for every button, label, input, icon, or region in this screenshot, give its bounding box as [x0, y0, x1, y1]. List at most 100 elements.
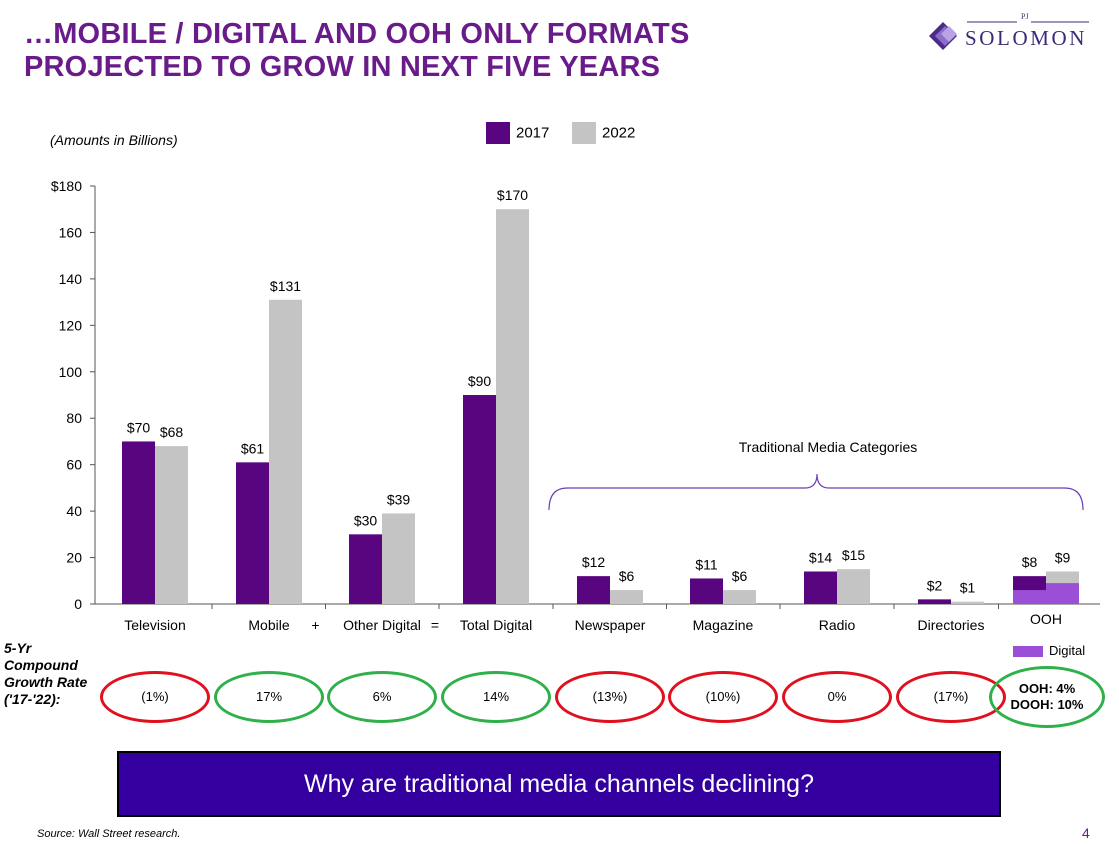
cagr-oval: 0% [782, 671, 892, 723]
logo-pj-text: PJ [1021, 12, 1029, 21]
title-line-1: …MOBILE / DIGITAL AND OOH ONLY FORMATS [24, 18, 690, 50]
cagr-label: 5-Yr Compound Growth Rate ('17-'22): [4, 640, 87, 708]
cagr-value: (17%) [933, 689, 969, 704]
data-label-2017: $61 [241, 440, 265, 456]
question-banner: Why are traditional media channels decli… [117, 751, 1001, 817]
traditional-media-bracket [548, 473, 1084, 511]
data-label-2017: $12 [582, 554, 606, 570]
cagr-value: 6% [372, 689, 392, 704]
category-label: Directories [918, 617, 985, 633]
bar-2017-magazine [690, 578, 723, 604]
bar-2022-other-digital [382, 513, 415, 604]
cagr-value: (1%) [141, 689, 169, 704]
y-tick-label: 40 [66, 503, 82, 519]
category-operator: + [311, 617, 319, 633]
y-tick-label: 160 [59, 224, 83, 240]
bar-2017-television [122, 441, 155, 604]
category-label: Other Digital [343, 617, 421, 633]
category-operator: = [431, 617, 439, 633]
cagr-label-line: Growth Rate [4, 674, 88, 690]
bar-2017-mobile [236, 462, 269, 604]
data-label-2022: $1 [960, 580, 976, 596]
data-label-2017: $8 [1022, 554, 1038, 570]
bar-2022-radio [837, 569, 870, 604]
logo-wordmark: SOLOMON [965, 26, 1088, 50]
category-label: Total Digital [460, 617, 532, 633]
bar-chart: 0 20 40 60 80 100 120 140 160 $180 $70 $68 Televisio… [51, 178, 1100, 633]
data-label-2017: $90 [468, 373, 492, 389]
bar-2017-newspaper [577, 576, 610, 604]
cagr-ooh-line2: DOOH: 10% [1010, 697, 1084, 712]
data-label-2022: $131 [270, 278, 301, 294]
digital-legend: Digital [1013, 643, 1085, 658]
title-line-2: PROJECTED TO GROW IN NEXT FIVE YEARS [24, 51, 661, 83]
legend-label-2017: 2017 [516, 124, 550, 142]
data-label-2022: $9 [1055, 549, 1071, 565]
category-label: Newspaper [575, 617, 646, 633]
cagr-value: (10%) [705, 689, 741, 704]
bar-2017-directories [918, 599, 951, 604]
legend-swatch-2017 [486, 122, 510, 144]
bar-2022-directories [951, 601, 984, 604]
bar-2022-newspaper [610, 590, 643, 604]
data-label-2017: $14 [809, 549, 833, 565]
legend-item-2022: 2022 [572, 122, 635, 144]
data-label-2022: $6 [732, 568, 748, 584]
cagr-oval: (1%) [100, 671, 210, 723]
y-tick-label: $180 [51, 178, 82, 194]
y-tick-label: 80 [66, 410, 82, 426]
y-tick-label: 0 [74, 596, 82, 612]
cagr-oval: (10%) [668, 671, 778, 723]
data-label-2022: $39 [387, 491, 411, 507]
bar-2017-other-digital [349, 534, 382, 604]
bar-2017-radio [804, 571, 837, 604]
cagr-value: 0% [827, 689, 847, 704]
category-label: OOH [1030, 611, 1062, 627]
page-number: 4 [1082, 825, 1090, 841]
pj-solomon-logo-icon [929, 21, 1089, 50]
cagr-oval-ooh: OOH: 4% DOOH: 10% [989, 666, 1105, 728]
cagr-value: (13%) [592, 689, 628, 704]
y-tick-label: 100 [59, 364, 83, 380]
bar-2017-total-digital [463, 395, 496, 604]
cagr-oval: 14% [441, 671, 551, 723]
cagr-label-line: 5-Yr [4, 640, 32, 656]
amounts-note: (Amounts in Billions) [50, 132, 178, 148]
bar-2022-television [155, 446, 188, 604]
bar-2017-ooh-digital [1013, 590, 1046, 604]
y-tick-label: 140 [59, 271, 83, 287]
data-label-2017: $11 [695, 556, 718, 572]
bracket-label: Traditional Media Categories [739, 439, 917, 455]
bar-2022-magazine [723, 590, 756, 604]
category-label: Mobile [248, 617, 289, 633]
cagr-oval: 17% [214, 671, 324, 723]
data-label-2022: $6 [619, 568, 635, 584]
legend-label-2022: 2022 [602, 124, 636, 142]
data-label-2017: $30 [354, 512, 378, 528]
cagr-value: 14% [482, 689, 510, 704]
bar-2022-total-digital [496, 209, 529, 604]
page-title: …MOBILE / DIGITAL AND OOH ONLY FORMATS P… [24, 18, 844, 84]
bar-2022-ooh-digital [1046, 583, 1079, 604]
category-label: Television [124, 617, 185, 633]
category-label: Radio [819, 617, 856, 633]
bar-2022-mobile [269, 299, 302, 604]
data-label-2022: $68 [160, 424, 184, 440]
source-note: Source: Wall Street research. [37, 828, 181, 840]
cagr-oval: 6% [327, 671, 437, 723]
digital-legend-label: Digital [1049, 643, 1086, 658]
cagr-value: 17% [255, 689, 283, 704]
y-tick-label: 120 [59, 317, 83, 333]
y-tick-label: 20 [66, 550, 82, 566]
category-label: Magazine [693, 617, 754, 633]
cagr-label-line: Compound [4, 657, 78, 673]
cagr-label-line: ('17-'22): [4, 691, 61, 707]
legend-item-2017: 2017 [486, 122, 549, 144]
data-label-2017: $2 [927, 577, 943, 593]
legend-swatch-2022 [572, 122, 596, 144]
cagr-ooh-line1: OOH: 4% [1018, 681, 1076, 696]
data-label-2017: $70 [127, 419, 151, 435]
y-tick-label: 60 [66, 457, 82, 473]
digital-legend-swatch [1013, 646, 1043, 658]
cagr-oval: (13%) [555, 671, 665, 723]
